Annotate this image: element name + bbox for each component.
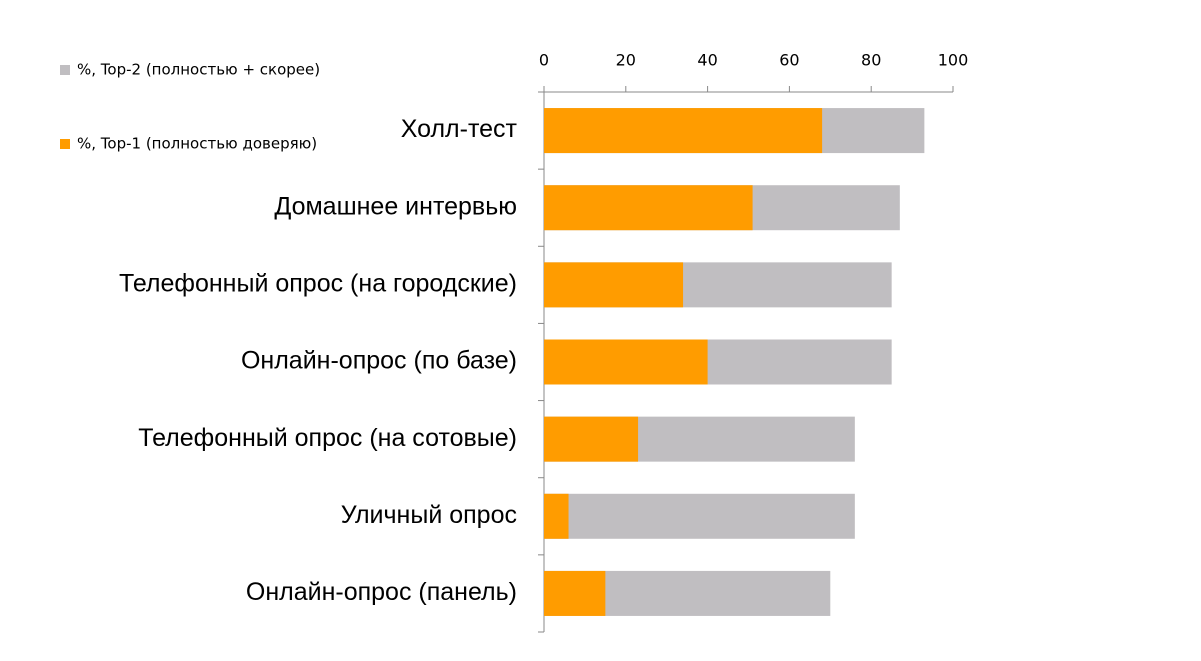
x-tick-label: 80 bbox=[861, 51, 881, 70]
x-tick-label: 60 bbox=[779, 51, 799, 70]
y-tick-label: Онлайн-опрос (по базе) bbox=[241, 347, 517, 375]
bar bbox=[544, 416, 639, 462]
y-tick-label: Холл-тест bbox=[401, 115, 518, 143]
x-tick-label: 20 bbox=[616, 51, 636, 70]
y-tick-label: Домашнее интервью bbox=[274, 192, 517, 220]
bar bbox=[544, 108, 823, 154]
legend-label: %, Top-1 (полностью доверяю) bbox=[77, 135, 317, 153]
x-tick-label: 40 bbox=[697, 51, 717, 70]
legend-label: %, Top-2 (полностью + скорее) bbox=[77, 61, 320, 79]
bar bbox=[544, 339, 708, 385]
bar bbox=[544, 262, 684, 308]
legend-swatch bbox=[60, 139, 70, 149]
x-tick-label: 100 bbox=[938, 51, 969, 70]
y-tick-label: Телефонный опрос (на сотовые) bbox=[138, 424, 517, 452]
y-tick-label: Онлайн-опрос (панель) bbox=[246, 578, 517, 606]
y-tick-label: Телефонный опрос (на городские) bbox=[119, 269, 517, 297]
legend-swatch bbox=[60, 65, 70, 75]
y-tick-label: Уличный опрос bbox=[341, 501, 517, 529]
bar bbox=[544, 493, 855, 539]
x-tick-label: 0 bbox=[539, 51, 549, 70]
bar bbox=[544, 570, 606, 616]
bar bbox=[544, 185, 753, 231]
bar bbox=[544, 493, 569, 539]
